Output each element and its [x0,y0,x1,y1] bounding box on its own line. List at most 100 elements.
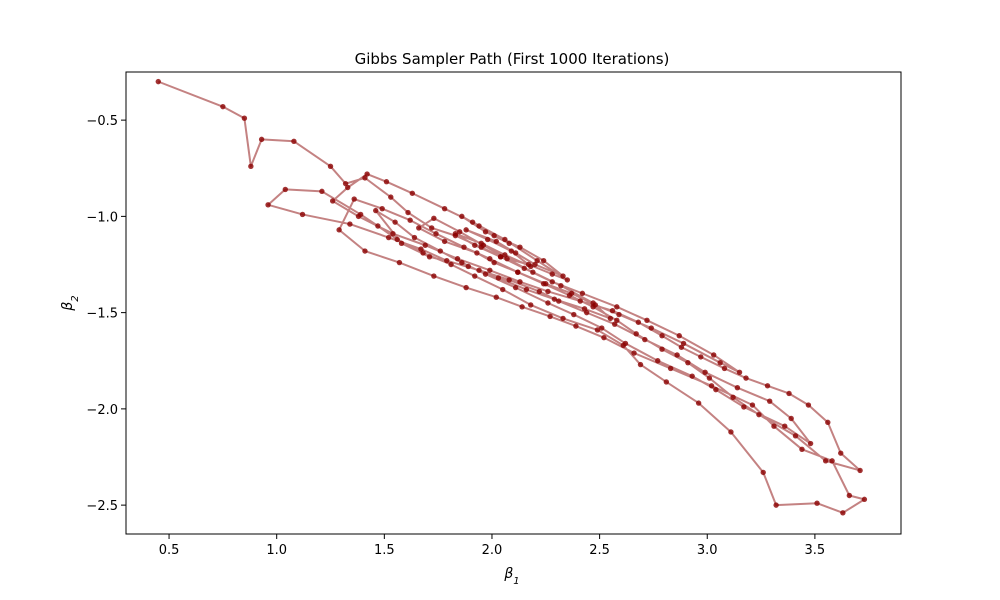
x-tick-label: 3.5 [805,543,826,558]
sample-point [532,261,538,268]
sample-point [493,238,499,245]
sample-point [319,188,325,195]
sample-point [409,190,416,196]
sample-point [764,383,771,389]
sample-point [336,227,342,233]
sample-point [484,236,491,243]
sample-point [512,250,519,256]
sample-point [426,254,433,260]
sample-point [418,246,424,252]
sample-point [825,419,831,426]
x-tick-label: 2.5 [589,543,610,558]
sample-point [708,383,715,389]
sample-point [452,231,459,237]
sample-point [838,450,844,456]
sample-point [771,423,777,429]
sample-point [622,340,629,347]
sample-point [564,277,571,283]
x-tick-label: 1.0 [266,543,287,558]
sample-point [743,375,749,381]
sample-point [611,321,618,327]
sample-point [220,103,226,110]
sample-point [515,269,521,275]
sample-point [347,221,353,227]
sample-point [521,265,527,272]
y-tick-label: −0.5 [86,114,118,129]
sample-point [364,171,370,177]
sample-point [461,244,467,250]
sample-point [459,213,465,220]
x-tick-label: 3.0 [697,543,718,558]
sample-point [431,273,437,279]
sample-point [667,365,674,372]
y-axis-label-subscript: 2 [70,295,81,301]
sample-point [648,325,654,331]
sample-point [351,196,357,202]
sample-point [517,244,523,250]
sample-point [388,194,394,200]
sample-point [788,415,794,422]
sample-point [411,234,418,241]
sample-point [299,211,306,218]
sample-point [545,288,551,295]
sample-point [685,359,691,366]
y-axis-label-base: β [60,302,76,312]
sample-point [487,267,493,273]
sample-point [717,359,723,366]
sample-point [689,373,695,379]
sample-point [523,286,530,293]
sample-point [502,252,508,258]
sample-point [547,313,553,320]
sample-point [644,317,650,324]
sample-point [506,240,512,247]
sample-point [482,271,489,277]
sample-point [676,333,682,339]
sample-point [476,223,482,229]
sample-point [441,205,448,212]
sample-point [659,346,665,352]
sample-point [573,323,579,329]
sample-point [375,223,381,229]
sample-point [463,227,469,233]
sample-point [502,236,508,243]
sample-point [799,446,805,452]
x-axis-label-base: β [503,566,513,582]
sample-point [846,492,853,499]
sample-point [680,340,687,347]
x-tick-label: 2.0 [482,543,503,558]
sample-point [736,369,743,375]
sample-point [543,281,549,287]
sample-point [822,458,829,464]
sample-point [592,302,599,308]
sample-point [631,350,637,356]
sample-point [814,500,820,506]
sample-point [437,248,444,254]
sample-point [390,231,396,237]
sample-point [474,250,480,256]
sample-point [345,184,351,191]
sample-point [577,298,583,304]
sample-point [528,302,534,308]
x-axis-label: β1 [503,566,519,587]
sample-point [637,361,644,368]
sample-point [508,248,515,254]
sample-point [291,138,297,144]
sample-point [469,219,476,225]
sample-point [248,163,254,170]
sample-point [472,273,478,279]
sample-point [773,502,779,508]
sample-point [674,352,680,358]
sample-point [579,290,586,297]
sample-point [441,238,448,245]
sample-point [491,259,497,266]
sample-point [282,186,289,193]
sample-point [551,296,558,302]
sample-point [601,334,607,341]
sample-point [373,207,379,214]
sample-point [698,354,704,360]
sample-point [545,300,551,306]
sample-point [357,211,364,218]
sample-point [711,352,717,358]
sample-point [512,284,519,291]
